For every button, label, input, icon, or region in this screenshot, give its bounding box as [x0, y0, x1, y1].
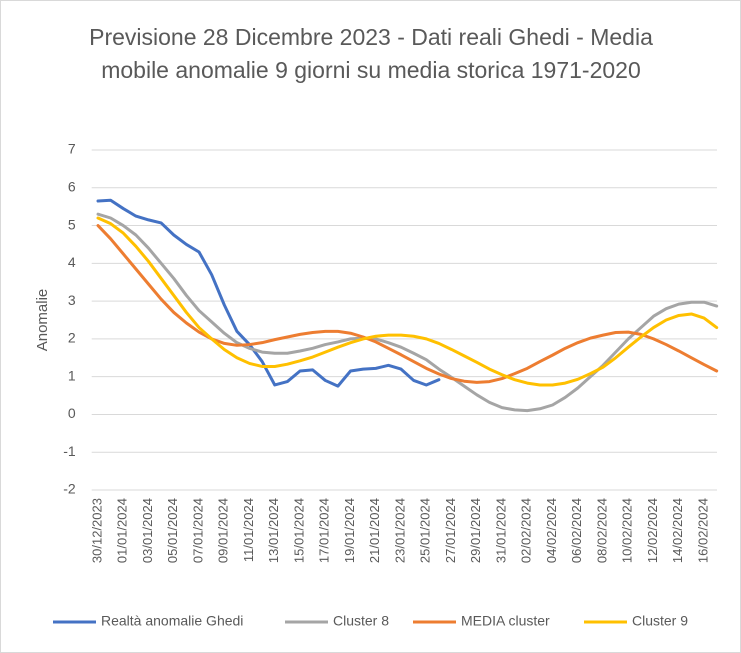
x-tick-label: 10/02/2024: [620, 498, 635, 563]
y-tick-label: 0: [68, 405, 76, 421]
y-tick-label: 3: [68, 292, 76, 308]
x-tick-label: 11/01/2024: [241, 498, 256, 562]
x-tick-label: 15/01/2024: [291, 498, 306, 563]
y-tick-label: 2: [68, 330, 76, 346]
x-tick-label: 31/01/2024: [493, 498, 508, 563]
y-tick-label: 7: [68, 141, 76, 157]
x-tick-label: 29/01/2024: [468, 498, 483, 563]
x-tick-label: 04/02/2024: [544, 498, 559, 563]
series-line: [96, 212, 719, 413]
y-tick-label: -2: [63, 481, 76, 497]
x-tick-label: 16/02/2024: [695, 498, 710, 563]
x-tick-label: 03/01/2024: [140, 498, 155, 563]
x-tick-label: 02/02/2024: [519, 498, 534, 563]
x-tick-label: 08/02/2024: [594, 498, 609, 563]
x-tick-label: 12/02/2024: [645, 498, 660, 563]
chart-title: Previsione 28 Dicembre 2023 - Dati reali…: [89, 24, 653, 83]
x-tick-label: 17/01/2024: [317, 498, 332, 563]
x-tick-label: 09/01/2024: [216, 498, 231, 563]
x-tick-label: 07/01/2024: [190, 498, 205, 563]
y-tick-label: 5: [68, 216, 76, 232]
x-tick-label: 27/01/2024: [443, 498, 458, 563]
x-tick-label: 21/01/2024: [367, 498, 382, 563]
x-tick-label: 23/01/2024: [392, 498, 407, 563]
x-tick-label: 13/01/2024: [266, 498, 281, 563]
y-tick-label: -1: [63, 443, 76, 459]
y-tick-label: 4: [68, 254, 76, 270]
y-tick-label: 1: [68, 367, 76, 383]
legend-label: Cluster 8: [333, 613, 389, 629]
legend-label: MEDIA cluster: [461, 613, 550, 629]
legend-label: Realtà anomalie Ghedi: [101, 613, 243, 629]
x-tick-label: 25/01/2024: [418, 498, 433, 563]
series-line: [96, 198, 441, 388]
y-tick-label: 6: [68, 178, 76, 194]
x-tick-label: 05/01/2024: [165, 498, 180, 563]
y-axis-label: Anomalie: [34, 289, 51, 352]
x-tick-label: 30/12/2023: [89, 498, 104, 563]
x-tick-label: 19/01/2024: [342, 498, 357, 563]
x-tick-label: 01/01/2024: [115, 498, 130, 563]
series-line: [96, 224, 719, 384]
legend-label: Cluster 9: [632, 613, 688, 629]
series-line: [96, 216, 719, 387]
x-tick-label: 14/02/2024: [670, 498, 685, 563]
x-tick-label: 06/02/2024: [569, 498, 584, 563]
